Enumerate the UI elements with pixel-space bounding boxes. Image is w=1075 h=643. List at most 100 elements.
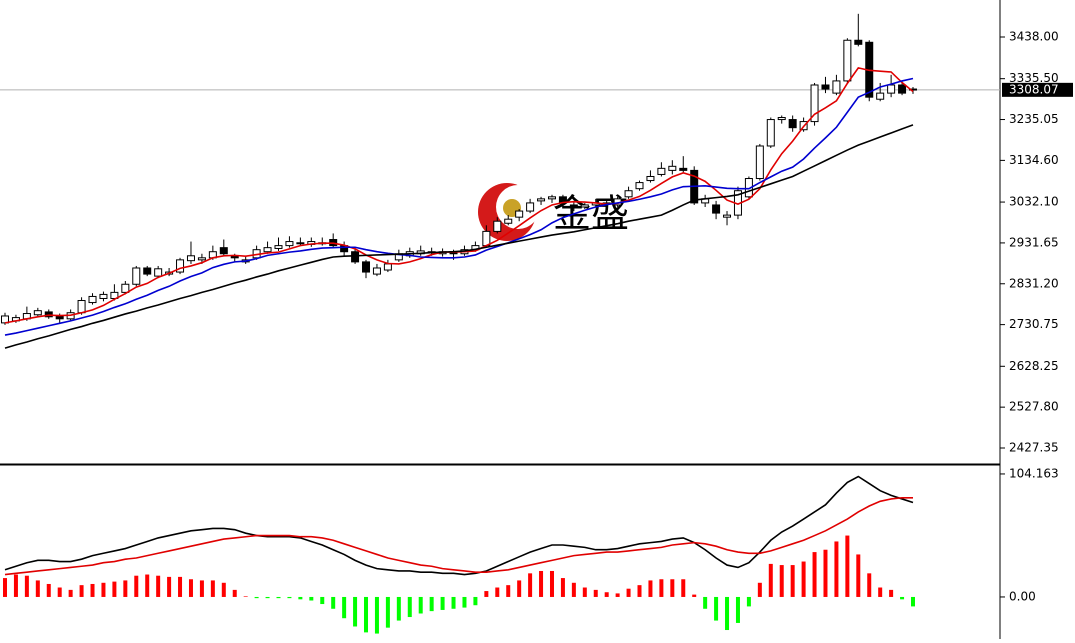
histogram-bar — [539, 570, 544, 597]
histogram-bar — [703, 596, 708, 609]
candle-body — [821, 84, 830, 90]
histogram-bar — [528, 573, 533, 597]
histogram-bar — [364, 596, 369, 633]
candle-body — [668, 165, 677, 171]
y-tick-label: 2427.35 — [1009, 440, 1059, 454]
candle-body — [285, 241, 294, 247]
candle-body — [33, 310, 42, 316]
histogram-bar — [265, 596, 270, 599]
histogram-bar — [670, 579, 675, 597]
candle-body — [526, 202, 535, 212]
candle-body — [843, 39, 852, 82]
candle-body — [186, 255, 195, 262]
candle-body — [876, 92, 885, 100]
candle-body — [99, 293, 108, 299]
y-tick-label: 104.163 — [1009, 466, 1059, 480]
y-tick-label: 3335.50 — [1009, 71, 1059, 85]
histogram-bar — [374, 596, 379, 634]
candle-body — [154, 268, 163, 277]
histogram-bar — [571, 582, 576, 597]
histogram-bar — [46, 583, 51, 597]
histogram-bar — [615, 593, 620, 597]
histogram-bar — [188, 579, 193, 597]
candle-body — [788, 119, 797, 129]
histogram-bar — [90, 583, 95, 597]
histogram-bar — [199, 580, 204, 597]
y-tick-label: 3032.10 — [1009, 195, 1059, 209]
histogram-bar — [495, 587, 500, 597]
y-tick-label: 2628.25 — [1009, 359, 1059, 373]
candle-body — [580, 204, 589, 208]
candle-body — [88, 295, 97, 304]
candle-body — [547, 196, 556, 200]
candle-body — [372, 267, 381, 275]
logo: 金盛 — [478, 183, 629, 241]
y-tick-label: 2527.80 — [1009, 400, 1059, 414]
histogram-bar — [178, 576, 183, 597]
line-series — [4, 77, 914, 336]
histogram-bar — [757, 582, 762, 597]
histogram-bar — [167, 576, 172, 597]
histogram-bar — [637, 585, 642, 597]
candle-body — [898, 84, 907, 94]
histogram-bar — [309, 596, 314, 601]
histogram-bar — [210, 580, 215, 597]
candle-body — [635, 182, 644, 190]
histogram-bar — [506, 585, 511, 597]
histogram-bar — [746, 596, 751, 607]
histogram-bar — [549, 570, 554, 597]
candle-body — [383, 263, 392, 271]
histogram-bar — [604, 592, 609, 597]
histogram-bar — [856, 554, 861, 597]
histogram-bar — [79, 585, 84, 597]
candle-body — [504, 218, 513, 224]
candle-body — [77, 300, 86, 314]
candle-body — [143, 267, 152, 275]
candle-body — [646, 175, 655, 182]
histogram-bar — [801, 561, 806, 597]
candle-body — [810, 84, 819, 123]
line-series — [4, 475, 914, 576]
histogram-bar — [342, 596, 347, 619]
candle-body — [132, 267, 141, 285]
histogram-bar — [462, 596, 467, 608]
histogram-bar — [287, 596, 292, 599]
candle-body — [515, 210, 524, 218]
candle-body — [537, 198, 546, 202]
histogram-bar — [35, 580, 40, 597]
histogram-bar — [911, 596, 915, 607]
candle-body — [777, 117, 786, 121]
y-tick-label: 3134.60 — [1009, 153, 1059, 167]
histogram-bar — [714, 596, 719, 621]
candle-body — [887, 84, 896, 94]
histogram-bar — [889, 589, 894, 597]
histogram-bar — [681, 579, 686, 597]
histogram-bar — [221, 582, 226, 597]
line-series — [4, 124, 914, 349]
y-tick-label: 0.00 — [1009, 589, 1036, 603]
candle-body — [493, 220, 502, 232]
histogram-bar — [845, 535, 850, 597]
histogram-bar — [692, 594, 697, 597]
candle-body — [766, 119, 775, 147]
histogram-bar — [451, 596, 456, 609]
y-tick-label: 2730.75 — [1009, 317, 1059, 331]
candle-body — [197, 257, 206, 261]
histogram-bar — [156, 575, 161, 597]
histogram-bar — [648, 580, 653, 597]
last-price-label: 3308.07 — [1009, 82, 1059, 96]
candle-body — [55, 315, 64, 320]
histogram-bar — [867, 573, 872, 597]
candle-body — [712, 204, 721, 214]
candle-body — [723, 214, 732, 218]
histogram-bar — [484, 591, 489, 597]
candle-body — [624, 190, 633, 198]
candle-body — [351, 251, 360, 263]
histogram-bar — [659, 579, 664, 597]
candle-body — [482, 230, 491, 247]
histogram-bar — [123, 580, 128, 597]
histogram-bar — [134, 575, 139, 597]
candle-body — [854, 39, 863, 45]
